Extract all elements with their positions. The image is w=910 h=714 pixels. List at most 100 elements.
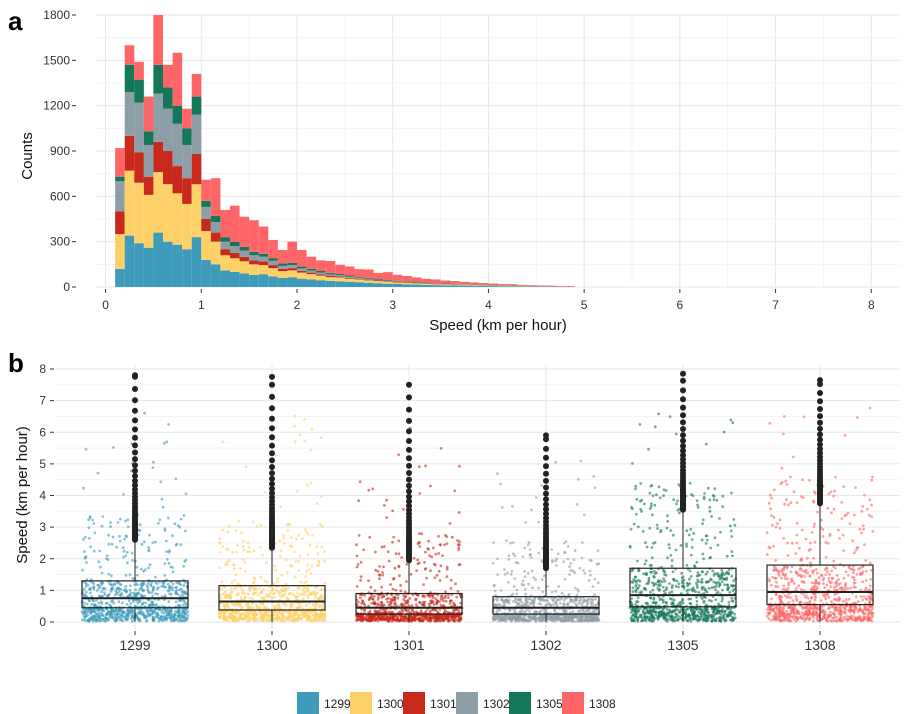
jitter-point-1300 [306,553,310,556]
jitter-point-1301 [363,593,366,597]
jitter-point-1302 [513,577,517,580]
jitter-point-1300 [259,546,262,549]
bar-segment-1301 [249,260,259,265]
bar-segment-1308 [354,269,364,277]
jitter-point-1305 [651,581,654,585]
jitter-point-1305 [700,577,704,581]
jitter-point-1299 [100,583,104,586]
jitter-point-1305 [636,609,640,613]
jitter-point-1299 [110,612,113,616]
jitter-point-1299 [154,615,158,619]
jitter-point-1302 [571,609,575,613]
jitter-point-1305 [644,559,648,563]
jitter-point-1302 [589,597,592,601]
bar-segment-1301 [124,135,135,171]
jitter-point-1300 [310,534,314,537]
bar-segment-1299 [478,285,489,287]
jitter-point-1299 [141,602,144,606]
jitter-point-1300 [224,596,228,600]
jitter-point-1300 [306,596,310,600]
jitter-point-1300 [290,615,294,618]
jitter-point-1301 [397,618,401,622]
jitter-point-1301 [435,601,439,604]
jitter-point-1300 [306,483,309,487]
jitter-point-1305 [645,582,649,585]
bar-segment-1305 [230,241,240,247]
jitter-point-1305 [695,600,699,603]
jitter-point-1300 [244,465,248,469]
jitter-point-1301 [370,601,374,605]
jitter-point-1299 [129,469,133,473]
jitter-point-1305 [704,442,708,446]
jitter-point-1300 [287,586,290,590]
jitter-point-1308 [837,528,840,532]
jitter-point-1305 [669,529,672,532]
jitter-point-1299 [98,549,102,553]
bar-segment-1299 [526,286,537,287]
jitter-point-1300 [310,427,314,431]
jitter-point-1300 [276,614,280,617]
jitter-point-1300 [303,418,306,421]
jitter-point-1301 [357,499,360,503]
jitter-point-1300 [263,619,266,623]
jitter-point-1302 [534,496,538,499]
jitter-point-1299 [138,612,142,615]
jitter-point-1305 [703,607,706,611]
jitter-point-1299 [105,557,108,560]
jitter-point-1302 [566,545,570,548]
jitter-point-1302 [555,564,558,567]
jitter-point-1299 [114,616,118,620]
jitter-point-1299 [124,573,128,577]
jitter-point-1299 [100,524,104,528]
bar-segment-1302 [249,255,259,261]
jitter-point-1299 [88,515,92,519]
jitter-point-1302 [542,599,546,602]
jitter-point-1301 [403,590,407,594]
jitter-point-1301 [407,608,411,612]
jitter-point-1302 [526,543,530,547]
jitter-point-1299 [154,580,158,584]
bar-segment-1305 [134,79,144,103]
jitter-point-1302 [517,615,521,619]
jitter-point-1299 [128,611,132,615]
jitter-point-1302 [521,609,525,613]
jitter-point-1305 [675,502,678,506]
jitter-point-1305 [689,527,693,531]
jitter-point-1305 [650,502,653,506]
jitter-point-1305 [732,579,735,583]
jitter-point-1300 [239,567,242,571]
jitter-point-1301 [369,585,373,589]
jitter-point-1305 [728,524,732,528]
jitter-point-1300 [274,453,278,457]
jitter-point-1300 [323,559,326,563]
jitter-point-1300 [265,611,269,614]
jitter-point-1299 [83,618,86,622]
jitter-point-1308 [768,422,772,425]
jitter-point-1302 [575,604,579,607]
bar-segment-1308 [450,281,460,284]
jitter-point-1305 [696,614,700,618]
jitter-point-1300 [308,544,312,547]
jitter-point-1305 [711,569,715,573]
jitter-point-1302 [542,574,546,578]
jitter-point-1305 [636,596,640,599]
jitter-point-1305 [715,611,718,615]
jitter-point-1300 [301,597,304,601]
jitter-point-1300 [317,559,321,563]
jitter-point-1301 [380,601,384,604]
jitter-point-1301 [390,619,394,623]
bar-segment-1301 [163,151,173,185]
bar-segment-1299 [517,286,527,287]
jitter-point-1302 [497,614,500,618]
jitter-point-1301 [386,616,390,619]
jitter-point-1302 [540,578,544,582]
jitter-point-1299 [174,477,178,481]
jitter-point-1300 [272,592,275,596]
jitter-point-1305 [636,525,640,529]
jitter-point-1305 [652,584,656,587]
jitter-point-1301 [398,610,402,614]
jitter-point-1305 [684,616,688,620]
jitter-point-1308 [856,610,860,614]
jitter-point-1300 [274,617,278,621]
jitter-point-1299 [94,604,97,608]
